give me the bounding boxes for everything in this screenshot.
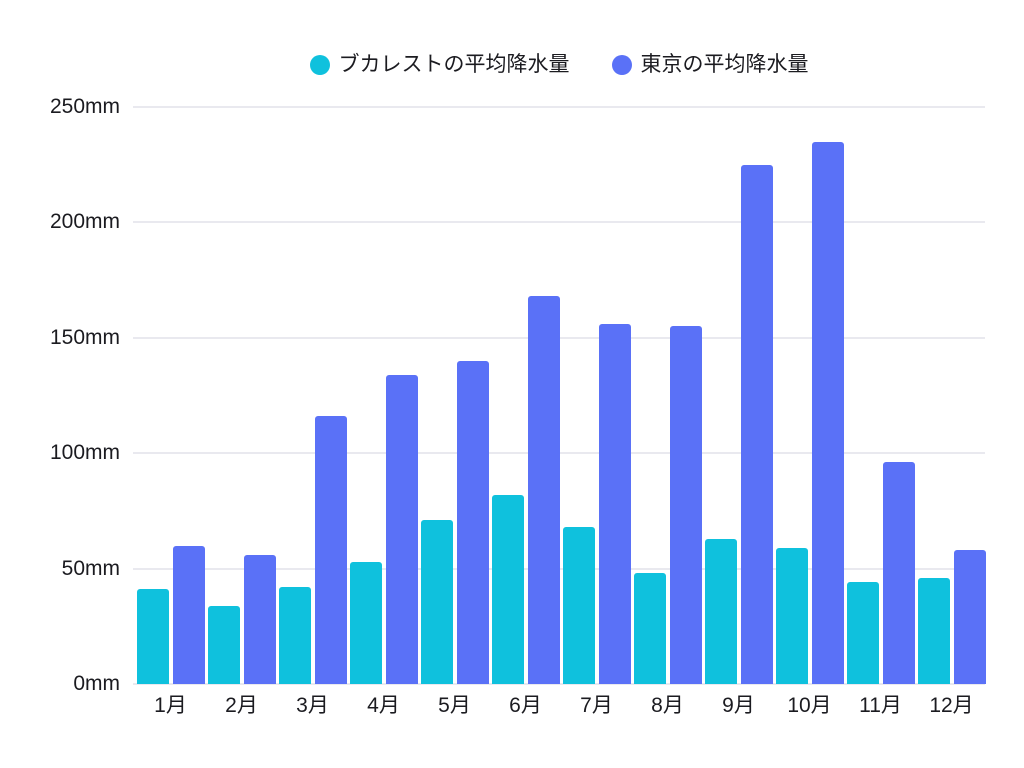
bar-bucharest-m6 [491, 494, 524, 684]
bar-bucharest-m2 [207, 605, 240, 684]
legend-item-tokyo[interactable]: 東京の平均降水量 [611, 52, 809, 78]
bar-bucharest-m7 [562, 527, 595, 684]
x-axis-tick-label-m12: 12月 [929, 694, 974, 717]
bar-tokyo-m12 [953, 550, 986, 684]
bar-bucharest-m4 [349, 561, 382, 684]
bar-tokyo-m11 [882, 462, 915, 684]
y-axis-tick-label-150: 150mm [49, 325, 120, 349]
gridline-250mm [133, 106, 985, 108]
x-axis-tick-label-m7: 7月 [580, 694, 613, 717]
legend-label-tokyo: 東京の平均降水量 [640, 53, 809, 76]
bar-tokyo-m1 [172, 545, 205, 684]
bucharest-series-dot-icon [309, 55, 330, 75]
bar-bucharest-m3 [278, 587, 311, 684]
bar-tokyo-m4 [385, 374, 418, 684]
bar-bucharest-m5 [420, 520, 453, 684]
x-axis-tick-label-m5: 5月 [438, 694, 471, 717]
x-axis-tick-label-m10: 10月 [787, 694, 832, 717]
legend-label-bucharest: ブカレストの平均降水量 [338, 53, 570, 76]
gridline-200mm [133, 221, 985, 224]
bar-tokyo-m2 [243, 554, 276, 684]
gridline-0mm [133, 683, 985, 685]
bar-bucharest-m10 [775, 547, 808, 684]
x-axis-tick-label-m2: 2月 [225, 694, 258, 717]
chart-legend: ブカレストの平均降水量 東京の平均降水量 [133, 52, 985, 78]
bar-bucharest-m11 [846, 582, 879, 684]
bar-bucharest-m12 [917, 577, 950, 684]
x-axis-tick-label-m3: 3月 [296, 694, 329, 717]
x-axis-tick-label-m4: 4月 [367, 694, 400, 717]
bar-tokyo-m5 [456, 360, 489, 684]
bar-bucharest-m9 [704, 538, 737, 684]
bar-tokyo-m8 [669, 326, 702, 684]
y-axis-tick-label-50: 50mm [61, 556, 120, 580]
bar-bucharest-m8 [633, 573, 666, 684]
legend-item-bucharest[interactable]: ブカレストの平均降水量 [309, 52, 570, 78]
bar-tokyo-m9 [740, 164, 773, 684]
x-axis-tick-label-m8: 8月 [651, 694, 684, 717]
bar-tokyo-m6 [527, 296, 560, 684]
y-axis-tick-label-200: 200mm [49, 210, 120, 234]
y-axis-tick-label-0: 0mm [73, 672, 120, 695]
bar-tokyo-m7 [598, 323, 631, 684]
tokyo-series-dot-icon [611, 55, 632, 75]
bar-tokyo-m10 [811, 141, 844, 684]
bar-tokyo-m3 [314, 416, 347, 684]
x-axis-tick-label-m11: 11月 [859, 694, 902, 717]
bar-bucharest-m1 [136, 589, 169, 684]
y-axis-tick-label-250: 250mm [49, 95, 120, 118]
x-axis-tick-label-m9: 9月 [722, 694, 755, 717]
y-axis-tick-label-100: 100mm [49, 441, 120, 465]
x-axis-tick-label-m1: 1月 [154, 694, 187, 717]
x-axis-tick-label-m6: 6月 [509, 694, 542, 717]
